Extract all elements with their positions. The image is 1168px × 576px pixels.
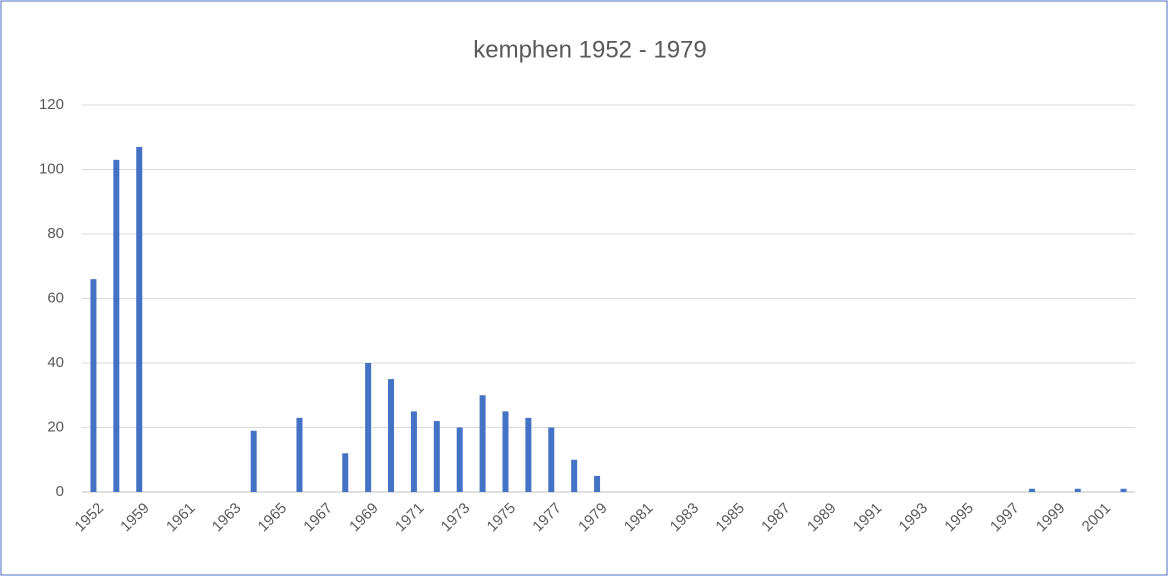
bar [388,379,395,492]
bar [342,453,349,492]
bar [1074,488,1081,492]
bar [136,146,143,493]
bar [365,363,372,492]
y-tick-label: 120 [39,96,64,113]
y-tick-label: 0 [56,483,64,500]
bar [1028,488,1035,492]
bar [1120,488,1127,492]
bar [113,159,120,492]
bar [502,411,509,492]
bar [525,417,532,492]
bar [456,427,463,492]
y-tick-label: 80 [47,225,64,242]
bar [548,427,555,492]
bar [594,475,601,492]
y-tick-label: 40 [47,354,64,371]
y-tick-label: 100 [39,160,64,177]
y-tick-label: 20 [47,418,64,435]
bar [571,459,578,492]
bar [433,421,440,492]
bar [296,417,303,492]
bar [410,411,417,492]
y-tick-label: 60 [47,289,64,306]
bar [90,279,97,492]
bar [250,430,257,492]
bar [479,395,486,492]
chart-title: kemphen 1952 - 1979 [473,36,707,63]
